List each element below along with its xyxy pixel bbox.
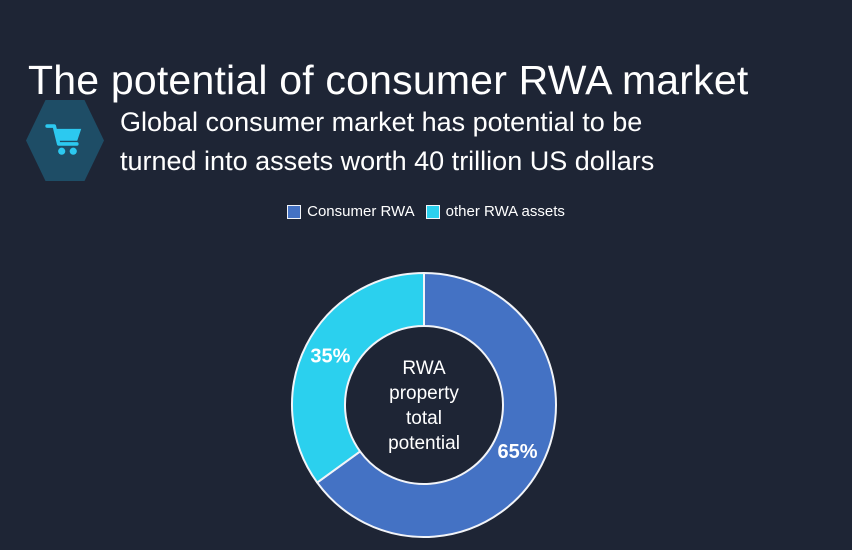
subtitle: Global consumer market has potential to … bbox=[120, 107, 655, 176]
hexagon-badge bbox=[26, 100, 104, 181]
shopping-cart-icon bbox=[45, 124, 82, 155]
legend-item-other-rwa: other RWA assets bbox=[425, 203, 565, 220]
legend-swatch-other-rwa bbox=[425, 204, 440, 219]
donut-segment-other-rwa-assets bbox=[291, 272, 425, 484]
donut-center-label: RWA property total potential bbox=[388, 358, 460, 454]
legend-swatch-consumer-rwa bbox=[287, 204, 302, 219]
pie-data-label-35pct: 35% bbox=[310, 346, 350, 368]
legend-label-consumer-rwa: Consumer RWA bbox=[307, 203, 415, 220]
legend-label-other-rwa: other RWA assets bbox=[445, 203, 565, 220]
page-title: The potential of consumer RWA market bbox=[28, 57, 749, 104]
pie-data-label-65pct: 65% bbox=[498, 441, 538, 463]
donut-segment-consumer-rwa bbox=[316, 272, 557, 538]
legend-item-consumer-rwa: Consumer RWA bbox=[287, 203, 415, 220]
chart-legend: Consumer RWA other RWA assets bbox=[0, 203, 852, 220]
